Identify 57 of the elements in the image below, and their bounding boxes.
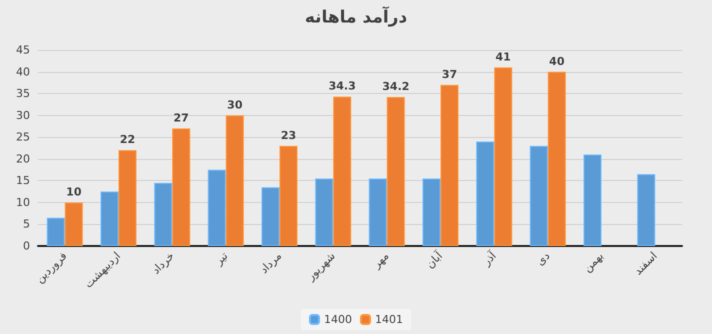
bar bbox=[494, 67, 512, 246]
data-label: 37 bbox=[442, 68, 458, 81]
data-label: 27 bbox=[174, 111, 189, 124]
data-label: 23 bbox=[280, 128, 296, 142]
y-tick-label: 45 bbox=[16, 44, 30, 56]
bar bbox=[208, 170, 226, 246]
bar bbox=[154, 182, 172, 246]
x-tick-label: خرداد bbox=[149, 249, 177, 277]
data-label: 30 bbox=[227, 98, 243, 112]
data-label: 41 bbox=[496, 50, 511, 64]
legend-label: 1401 bbox=[375, 313, 403, 326]
y-tick-label: 35 bbox=[16, 87, 30, 100]
x-tick-label: مهر bbox=[370, 249, 392, 272]
data-label: 22 bbox=[120, 133, 136, 146]
bar bbox=[46, 218, 65, 246]
x-tick-label: آذر bbox=[478, 248, 500, 269]
x-tick-label: آبان bbox=[422, 248, 446, 271]
bar bbox=[280, 146, 298, 246]
y-tick-label: 15 bbox=[16, 174, 30, 188]
bar bbox=[637, 174, 656, 246]
y-tick-label: 0 bbox=[23, 240, 30, 252]
bar bbox=[100, 192, 118, 246]
bar bbox=[548, 72, 566, 246]
x-tick-label: بهمن bbox=[580, 249, 606, 275]
bar bbox=[315, 178, 334, 246]
data-label: 40 bbox=[549, 54, 565, 68]
bar bbox=[64, 202, 83, 246]
bar bbox=[440, 84, 458, 246]
x-tick-label: اردیبهشت bbox=[82, 249, 124, 291]
y-tick-label: 25 bbox=[16, 130, 30, 144]
bar bbox=[530, 146, 548, 246]
bar bbox=[584, 154, 602, 246]
bar bbox=[476, 141, 494, 246]
x-tick-label: تیر bbox=[212, 249, 230, 268]
y-tick-label: 20 bbox=[16, 152, 30, 166]
x-tick-label: مرداد bbox=[257, 249, 284, 276]
x-tick-label: دی bbox=[534, 249, 552, 268]
x-tick-label: فروردین bbox=[33, 249, 70, 286]
bar bbox=[368, 178, 387, 246]
bar bbox=[118, 150, 136, 246]
legend-label: 1400 bbox=[324, 313, 352, 326]
y-tick-label: 10 bbox=[16, 196, 30, 209]
y-tick-label: 40 bbox=[16, 65, 30, 78]
bar bbox=[172, 128, 190, 246]
y-tick-label: 5 bbox=[23, 218, 30, 231]
data-label: 34.3 bbox=[328, 80, 356, 93]
chart-title: درآمد ماهانه bbox=[304, 6, 408, 28]
x-tick-label: اسفند bbox=[632, 249, 660, 278]
bar bbox=[386, 97, 405, 246]
bar bbox=[422, 178, 440, 246]
bar bbox=[262, 187, 280, 246]
data-label: 10 bbox=[66, 185, 82, 198]
data-label: 34.2 bbox=[382, 80, 410, 94]
bar bbox=[333, 96, 352, 246]
y-tick-label: 30 bbox=[16, 108, 30, 122]
x-tick-label: شهریور bbox=[304, 249, 338, 284]
bar bbox=[226, 115, 244, 246]
